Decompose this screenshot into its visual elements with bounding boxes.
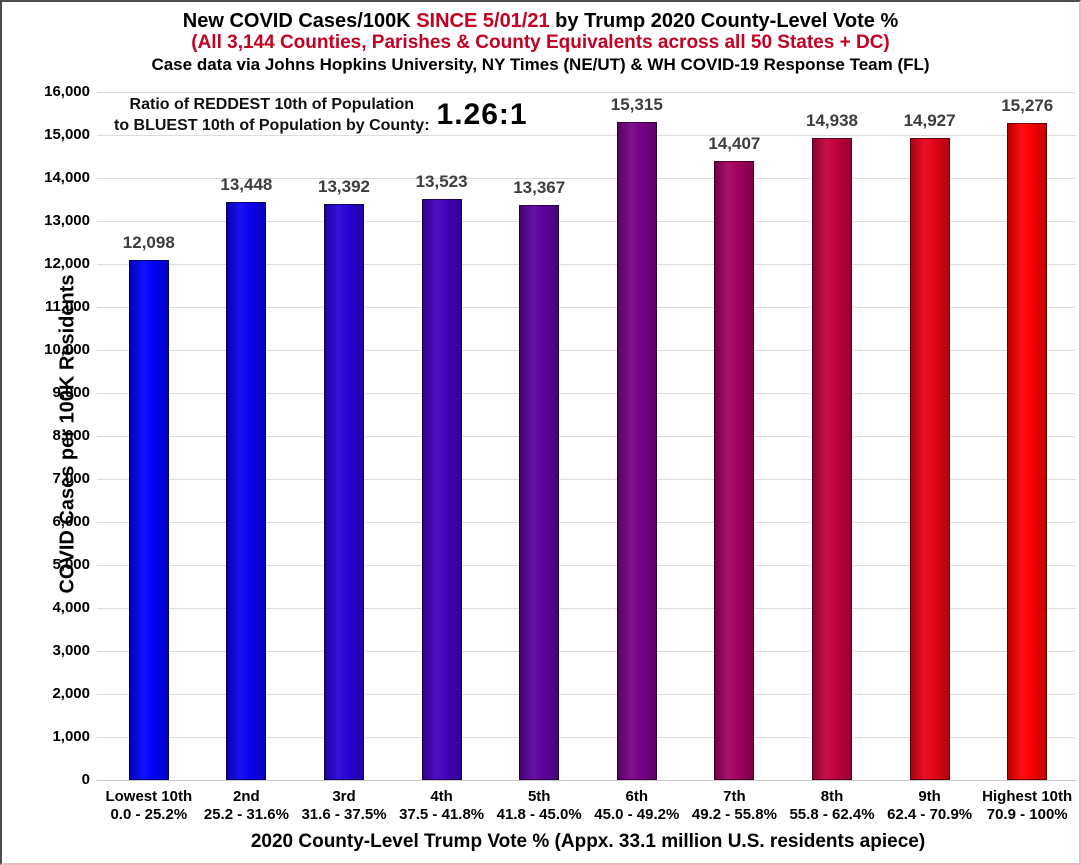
- gridline: [97, 92, 1076, 93]
- y-tick-label: 10,000: [44, 341, 90, 358]
- gridline: [97, 565, 1076, 566]
- gridline: [97, 651, 1076, 652]
- gridline: [97, 436, 1076, 437]
- x-tick-range: 55.8 - 62.4%: [789, 806, 875, 823]
- x-tick-range: 41.8 - 45.0%: [496, 806, 582, 823]
- bar-value-label: 14,407: [708, 133, 761, 153]
- x-tick-tier: 8th: [820, 788, 844, 805]
- x-tick-tier: 6th: [625, 788, 649, 805]
- bar-value-label: 13,392: [318, 177, 370, 197]
- x-tick-tier: 5th: [527, 788, 551, 805]
- title-highlight-red: SINCE 5/01/21: [416, 10, 550, 32]
- bar: [128, 259, 169, 780]
- chart-header: New COVID Cases/100K SINCE 5/01/21 by Tr…: [2, 10, 1079, 76]
- x-tick-tier: Highest 10th: [982, 788, 1073, 805]
- x-tick-range: 31.6 - 37.5%: [301, 806, 387, 823]
- bar: [812, 137, 852, 780]
- bar: [1007, 123, 1048, 780]
- chart-source-note: Case data via Johns Hopkins University, …: [151, 55, 930, 74]
- x-tick-range: 62.4 - 70.9%: [887, 806, 973, 823]
- bar: [226, 201, 267, 780]
- bar: [421, 198, 462, 780]
- gridline: [97, 221, 1076, 222]
- bar: [519, 205, 560, 780]
- bar: [909, 138, 950, 780]
- title-post: by Trump 2020 County-Level Vote %: [549, 10, 899, 32]
- title-pre: New COVID Cases/100K: [182, 10, 417, 32]
- gridline: [97, 350, 1076, 351]
- ratio-annotation: Ratio of REDDEST 10th of Population to B…: [114, 94, 528, 136]
- x-tick-label: 5th 41.8 - 45.0%: [481, 788, 597, 824]
- ratio-value: 1.26:1: [436, 98, 528, 131]
- x-tick-range: 25.2 - 31.6%: [203, 806, 289, 823]
- bar: [714, 160, 755, 780]
- x-tick-label: 8th 55.8 - 62.4%: [774, 788, 890, 824]
- bar: [616, 121, 657, 780]
- bar-value-label: 13,448: [220, 174, 273, 194]
- bar-value-label: 12,098: [122, 232, 175, 252]
- x-tick-label: 7th 49.2 - 55.8%: [676, 788, 792, 824]
- x-tick-label: Lowest 10th 0.0 - 25.2%: [91, 788, 207, 824]
- x-tick-tier: 9th: [918, 788, 941, 805]
- bar-value-label: 14,927: [903, 111, 956, 131]
- y-tick-label: 15,000: [44, 126, 90, 143]
- y-tick-label: 8,000: [52, 427, 90, 444]
- y-tick-label: 7,000: [52, 470, 90, 487]
- x-tick-tier: Lowest 10th: [105, 788, 193, 805]
- y-tick-label: 11,000: [44, 298, 90, 315]
- bar-value-label: 15,315: [610, 94, 663, 114]
- y-tick-label: 13,000: [44, 212, 90, 229]
- gridline: [97, 307, 1076, 308]
- x-axis-title: 2020 County-Level Trump Vote % (Appx. 33…: [250, 831, 926, 852]
- x-tick-label: 6th 45.0 - 49.2%: [579, 788, 695, 824]
- bar-value-label: 15,276: [1001, 96, 1054, 116]
- y-tick-label: 16,000: [44, 83, 90, 100]
- x-tick-label: Highest 10th 70.9 - 100%: [969, 788, 1079, 824]
- x-tick-tier: 4th: [430, 788, 453, 805]
- bar-value-label: 13,367: [513, 178, 566, 198]
- ratio-annotation-line1: Ratio of REDDEST 10th of Population: [129, 96, 414, 113]
- x-tick-range: 49.2 - 55.8%: [691, 806, 777, 823]
- x-tick-label: 3rd 31.6 - 37.5%: [286, 788, 402, 824]
- gridline: [97, 608, 1076, 609]
- bar: [324, 204, 364, 780]
- x-tick-tier: 2nd: [233, 788, 260, 805]
- y-tick-label: 9,000: [52, 384, 90, 401]
- y-tick-label: 6,000: [52, 513, 90, 530]
- gridline: [97, 178, 1076, 179]
- ratio-annotation-text: Ratio of REDDEST 10th of Population to B…: [114, 94, 430, 136]
- bar-value-label: 13,523: [415, 171, 468, 191]
- y-tick-label: 2,000: [52, 685, 90, 702]
- gridline: [97, 393, 1076, 394]
- x-tick-label: 2nd 25.2 - 31.6%: [188, 788, 304, 824]
- x-tick-tier: 3rd: [332, 788, 356, 805]
- x-tick-tier: 7th: [723, 788, 746, 805]
- gridline: [97, 264, 1076, 265]
- gridline: [97, 135, 1076, 136]
- chart-title: New COVID Cases/100K SINCE 5/01/21 by Tr…: [2, 10, 1079, 32]
- y-tick-label: 5,000: [52, 556, 90, 573]
- y-tick-label: 4,000: [52, 599, 90, 616]
- y-tick-label: 3,000: [52, 642, 90, 659]
- y-tick-label: 12,000: [44, 255, 90, 272]
- x-tick-range: 70.9 - 100%: [986, 806, 1068, 823]
- chart-subtitle: (All 3,144 Counties, Parishes & County E…: [191, 32, 890, 53]
- ratio-annotation-line2: to BLUEST 10th of Population by County:: [114, 117, 430, 134]
- gridline: [97, 694, 1076, 695]
- gridline: [97, 737, 1076, 738]
- x-tick-range: 45.0 - 49.2%: [594, 806, 680, 823]
- x-tick-range: 37.5 - 41.8%: [399, 806, 485, 823]
- y-tick-label: 0: [81, 771, 90, 788]
- x-axis-baseline: [97, 780, 1076, 781]
- x-tick-label: 9th 62.4 - 70.9%: [872, 788, 988, 824]
- y-tick-label: 14,000: [44, 169, 90, 186]
- gridline: [97, 522, 1076, 523]
- y-tick-label: 1,000: [52, 728, 90, 745]
- bar-value-label: 14,938: [806, 110, 858, 130]
- gridline: [97, 479, 1076, 480]
- x-tick-label: 4th 37.5 - 41.8%: [384, 788, 500, 824]
- x-tick-range: 0.0 - 25.2%: [110, 806, 188, 823]
